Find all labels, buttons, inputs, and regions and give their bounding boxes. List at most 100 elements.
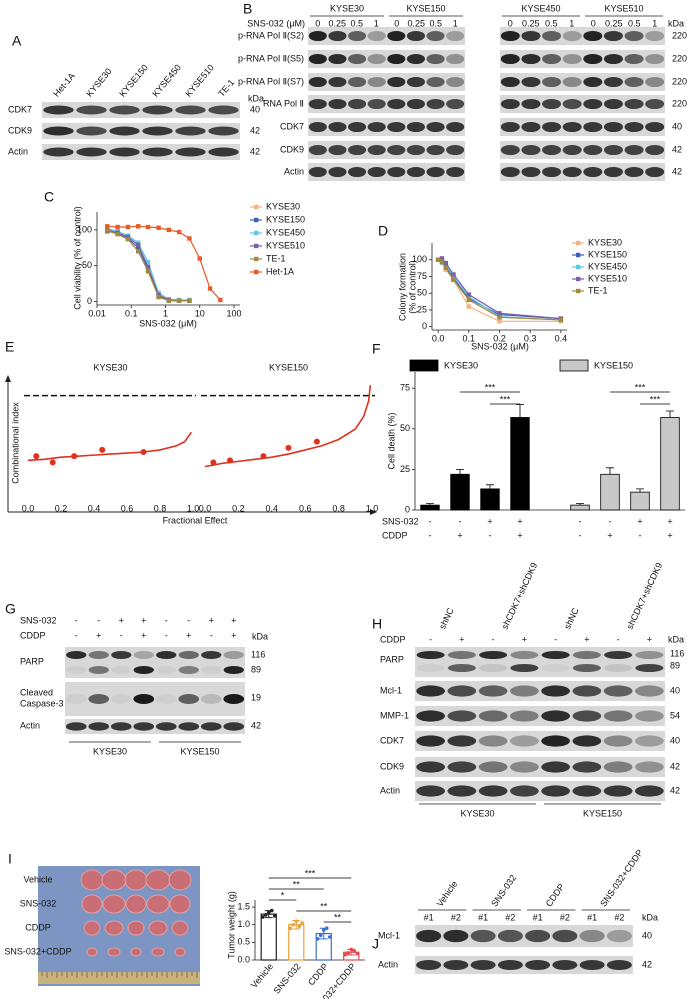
blot-band xyxy=(426,166,445,178)
kda-label: 42 xyxy=(250,146,260,156)
bar xyxy=(450,473,470,511)
data-point xyxy=(105,228,110,233)
blot-background xyxy=(308,118,465,136)
treatment-mark: - xyxy=(429,634,432,644)
data-point xyxy=(176,298,182,303)
blot-band xyxy=(328,144,347,156)
legend-marker xyxy=(254,204,259,210)
blot-band xyxy=(603,166,623,178)
blot-background xyxy=(500,95,665,113)
kda-label: 40 xyxy=(670,685,680,695)
blot-band xyxy=(542,76,562,88)
tumor xyxy=(148,920,168,936)
data-point xyxy=(313,438,320,445)
replicate-label: #2 xyxy=(505,912,515,922)
dose-label: 0 xyxy=(394,18,399,28)
blot-band xyxy=(541,651,570,659)
bar xyxy=(260,913,277,961)
x-tick-label: 0.4 xyxy=(88,503,101,513)
bar xyxy=(600,473,620,511)
blot-background xyxy=(308,27,465,45)
kda-label: 42 xyxy=(642,959,652,969)
x-tick-label: 0.0 xyxy=(199,503,212,513)
row-label: Actin xyxy=(20,720,40,730)
condition-mark: - xyxy=(459,516,462,526)
dose-label: 0 xyxy=(591,18,596,28)
blot-band xyxy=(223,694,245,704)
blot-band xyxy=(443,929,469,943)
replicate-label: #1 xyxy=(587,912,597,922)
data-point xyxy=(466,297,472,303)
blot-band xyxy=(426,121,445,133)
blot-band xyxy=(76,126,107,136)
blot-band xyxy=(624,53,644,65)
row-label: Actin xyxy=(8,146,28,156)
error-bar xyxy=(666,410,674,418)
replicate-label: #1 xyxy=(424,912,434,922)
blot-band xyxy=(572,664,601,672)
panel-label: G xyxy=(5,601,16,617)
blot-band xyxy=(603,785,633,797)
blot-band xyxy=(200,694,222,704)
kda-label: 42 xyxy=(251,720,261,730)
tumor xyxy=(125,894,147,914)
blot-band xyxy=(446,121,465,133)
blot-band xyxy=(447,685,477,697)
data-point xyxy=(145,224,151,230)
blot-band xyxy=(416,761,445,773)
tumor xyxy=(168,869,192,891)
legend-marker xyxy=(576,252,581,258)
blot-band xyxy=(521,166,541,178)
tumor xyxy=(151,947,165,957)
blot-band xyxy=(406,30,425,42)
blot-band xyxy=(387,30,406,42)
treatment-mark: + xyxy=(584,634,589,644)
panel-label: I xyxy=(8,851,12,867)
blot-band xyxy=(426,98,445,110)
blot-band xyxy=(348,30,367,42)
y-tick-label: 0 xyxy=(405,504,410,514)
blot-band xyxy=(109,147,140,157)
row-label: p-RNA Pol Ⅱ(S7) xyxy=(238,76,304,86)
blot-band xyxy=(446,98,465,110)
blot-band xyxy=(604,651,633,659)
panel-label: D xyxy=(378,223,388,239)
blot-band xyxy=(416,735,445,747)
blot-background xyxy=(500,141,665,159)
panel-label: F xyxy=(372,341,381,357)
treatment-mark: - xyxy=(492,634,495,644)
blot-band xyxy=(426,76,445,88)
legend-label: KYSE510 xyxy=(588,273,627,283)
tumor xyxy=(80,869,104,891)
blot-band xyxy=(367,98,386,110)
blot-band xyxy=(579,959,605,971)
significance-label: *** xyxy=(305,868,316,878)
blot-band xyxy=(367,30,386,42)
data-point xyxy=(71,453,78,460)
x-axis-label: Fractional Effect xyxy=(163,515,228,525)
condition-mark: + xyxy=(517,530,522,540)
tumor xyxy=(107,947,121,957)
blot-band xyxy=(542,121,562,133)
blot-band xyxy=(521,144,541,156)
blot-band xyxy=(109,105,140,115)
blot-band xyxy=(447,710,477,722)
blot-band xyxy=(525,929,551,943)
x-tick-label: 0.2 xyxy=(493,333,506,343)
blot-band xyxy=(562,98,582,110)
blot-band xyxy=(510,685,539,697)
legend-label: TE-1 xyxy=(266,253,286,263)
kda-label: 54 xyxy=(670,710,680,720)
blot-band xyxy=(133,651,154,659)
treatment-mark: + xyxy=(96,630,101,640)
blot-band xyxy=(572,785,602,797)
blot-band xyxy=(542,166,562,178)
legend-marker xyxy=(254,243,259,249)
blot-band xyxy=(521,53,541,65)
blot-band xyxy=(478,761,508,773)
blot-band xyxy=(500,30,520,42)
legend-marker xyxy=(576,288,581,294)
data-point xyxy=(187,236,192,241)
blot-band xyxy=(497,959,523,971)
blot-band xyxy=(447,735,477,747)
